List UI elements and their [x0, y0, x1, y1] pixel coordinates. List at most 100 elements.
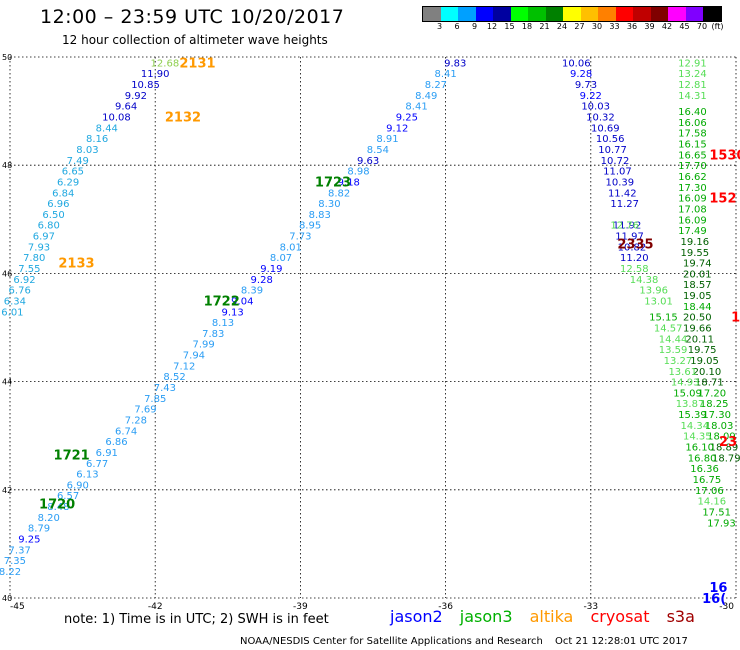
data-point-jason2: 6.91 — [96, 448, 118, 459]
data-point-jason3: 16.15 — [678, 140, 707, 151]
legend: jason2 jason3 altika cryosat s3a — [390, 607, 707, 626]
y-tick-label: 46 — [2, 269, 12, 278]
data-point-jason2: 8.39 — [241, 286, 263, 297]
data-point-jason3: 16.62 — [678, 172, 707, 183]
colorbar-label: 27 — [574, 22, 585, 31]
data-point-altika: 7.80 — [23, 253, 45, 264]
data-point-jason2: 8.20 — [38, 513, 60, 524]
page-title: 12:00 – 23:59 UTC 10/20/2017 — [40, 6, 345, 28]
legend-altika: altika — [529, 607, 574, 626]
data-point-altika: 10.85 — [131, 80, 160, 91]
data-point-jason2: 7.99 — [192, 340, 214, 351]
data-point-altika: 6.96 — [47, 199, 69, 210]
data-point-jason2: 9.63 — [357, 156, 379, 167]
data-point-jason3: 18.89 — [710, 443, 739, 454]
colorbar-label: 30 — [591, 22, 603, 31]
data-point-altika: 9.92 — [125, 91, 147, 102]
time-label: 2131 — [179, 56, 215, 71]
data-point-jason2: 11.20 — [620, 253, 649, 264]
data-point-altika: 8.16 — [86, 134, 108, 145]
data-point-jason3: 15.09 — [673, 388, 702, 399]
colorbar-label: 12 — [486, 22, 498, 31]
data-point-jason3: 18.57 — [683, 280, 712, 291]
data-point-jason3: 19.66 — [683, 324, 712, 335]
data-point-jason3: 12.76 — [610, 221, 639, 232]
data-point-altika: 6.01 — [1, 307, 23, 318]
data-point-altika: 7.93 — [28, 242, 50, 253]
timestamp: Oct 21 12:28:01 UTC 2017 — [555, 636, 688, 647]
data-point-jason3: 19.05 — [690, 356, 719, 367]
data-point-jason2: 10.82 — [618, 242, 647, 253]
data-point-jason3: 17.30 — [702, 410, 731, 421]
data-point-jason3: 12.81 — [678, 80, 707, 91]
time-label: 1722 — [204, 294, 240, 309]
data-point-jason2: 7.37 — [9, 545, 31, 556]
colorbar-swatch — [580, 7, 598, 21]
data-point-jason3: 16.40 — [678, 107, 707, 118]
data-point-jason2: 9.04 — [231, 296, 253, 307]
data-point-jason2: 9.25 — [396, 113, 418, 124]
data-point-altika: 7.49 — [67, 156, 89, 167]
data-point-jason2: 7.28 — [125, 415, 147, 426]
data-point-jason2: 9.18 — [338, 177, 360, 188]
data-point-jason3: 13.01 — [644, 296, 673, 307]
data-point-altika: 11.90 — [141, 69, 170, 80]
data-point-jason2: 8.49 — [415, 91, 437, 102]
data-point-jason3: 16.80 — [688, 453, 717, 464]
data-point-jason2: 8.01 — [280, 242, 302, 253]
colorbar-label: 18 — [521, 22, 533, 31]
data-point-jason2: 6.77 — [86, 459, 108, 470]
time-label: 2133 — [58, 257, 94, 272]
data-point-jason2: 8.83 — [309, 210, 331, 221]
credit: NOAA/NESDIS Center for Satellite Applica… — [240, 636, 543, 647]
data-point-jason2: 9.25 — [18, 534, 40, 545]
data-point-jason3: 16.09 — [678, 215, 707, 226]
colorbar-swatch — [458, 7, 476, 21]
data-point-jason3: 20.10 — [693, 367, 722, 378]
colorbar-swatch — [685, 7, 703, 21]
data-point-jason2: 7.73 — [289, 232, 311, 243]
data-point-jason3: 14.38 — [630, 275, 659, 286]
time-label: 1 — [731, 311, 740, 326]
data-point-jason3: 17.06 — [695, 486, 724, 497]
data-point-altika: 6.92 — [13, 275, 35, 286]
data-point-altika: 7.55 — [18, 264, 40, 275]
data-point-jason3: 13.59 — [659, 345, 688, 356]
data-point-jason2: 10.06 — [562, 58, 591, 69]
data-point-jason2: 8.07 — [270, 253, 292, 264]
page-subtitle: 12 hour collection of altimeter wave hei… — [62, 33, 328, 47]
time-label: 2335 — [617, 238, 653, 253]
data-point-jason2: 8.27 — [425, 80, 447, 91]
data-point-jason2: 6.74 — [115, 426, 137, 437]
data-point-jason2: 9.83 — [444, 58, 466, 69]
colorbar-label: 24 — [556, 22, 568, 31]
data-point-jason2: 10.03 — [581, 102, 610, 113]
legend-s3a: s3a — [666, 607, 695, 626]
data-point-jason2: 8.41 — [434, 69, 456, 80]
data-point-altika: 6.65 — [62, 167, 84, 178]
data-point-jason2: 8.91 — [376, 134, 398, 145]
data-point-jason2: 6.13 — [76, 470, 98, 481]
data-point-jason3: 17.70 — [678, 161, 707, 172]
data-point-altika: 9.64 — [115, 102, 137, 113]
y-tick-label: 42 — [2, 486, 12, 495]
data-point-jason2: 11.07 — [603, 167, 632, 178]
x-tick-label: -39 — [293, 602, 308, 612]
x-tick-label: -30 — [719, 602, 734, 612]
data-point-jason2: 8.79 — [28, 524, 50, 535]
time-labels: 2131213221331723172217211720233515301521… — [39, 56, 740, 607]
data-point-jason2: 7.12 — [173, 361, 195, 372]
data-point-jason3: 19.74 — [683, 259, 712, 270]
data-point-jason2: 9.12 — [386, 123, 408, 134]
colorbar-swatch — [598, 7, 616, 21]
data-point-jason2: 9.28 — [251, 275, 273, 286]
data-point-jason3: 17.93 — [707, 518, 736, 529]
x-tick-label: -45 — [10, 602, 25, 612]
data-point-jason3: 14.34 — [681, 421, 710, 432]
data-point-jason3: 18.03 — [705, 421, 734, 432]
data-point-jason2: 6.57 — [57, 491, 79, 502]
data-point-altika: 6.29 — [57, 177, 79, 188]
data-point-jason3: 16.10 — [685, 443, 714, 454]
data-point-jason2: 8.48 — [47, 502, 69, 513]
data-point-jason3: 18.25 — [700, 399, 729, 410]
